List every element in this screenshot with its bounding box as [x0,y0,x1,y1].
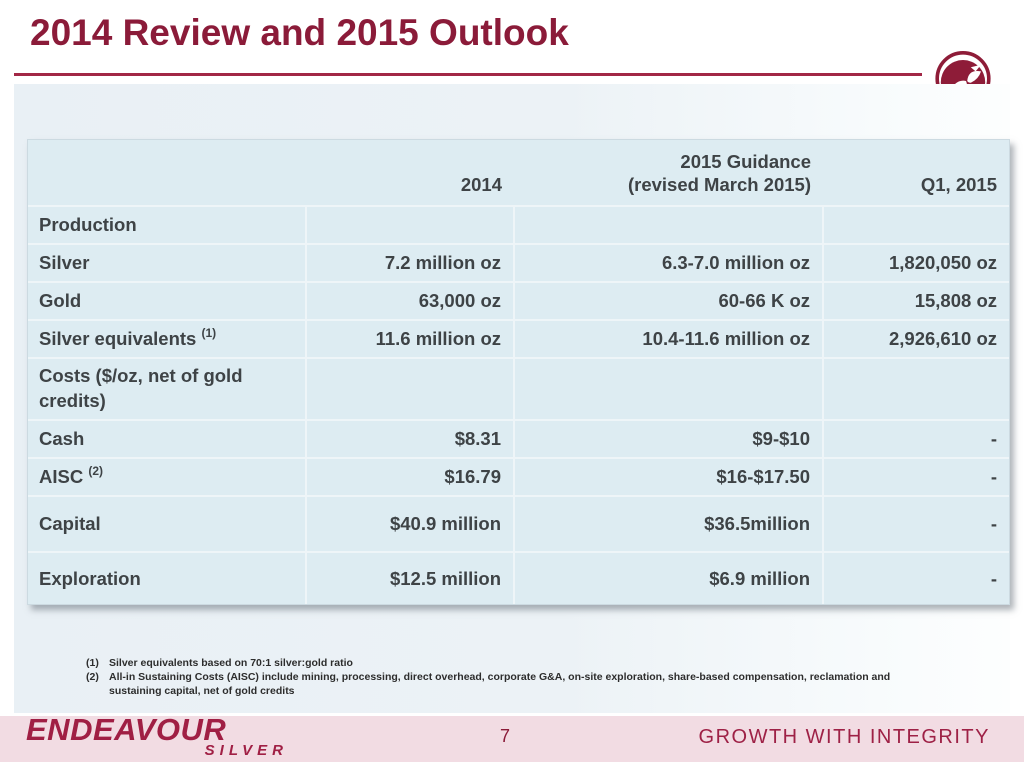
row-label-silver: Silver [28,243,307,283]
cell-silver-2014: 7.2 million oz [305,243,515,283]
footnote-2-text: All-in Sustaining Costs (AISC) include m… [109,671,891,698]
cell-costs-guidance [513,357,824,421]
outlook-table-grid: 2014 2015 Guidance (revised March 2015) … [28,140,1009,604]
table-row-costs: Costs ($/oz, net of gold credits) [28,357,1009,421]
table-row-capital: Capital $40.9 million $36.5million - [28,495,1009,553]
table-row-silver: Silver 7.2 million oz 6.3-7.0 million oz… [28,243,1009,283]
col-header-2014: 2014 [306,140,514,207]
row-label-silver-equivalents: Silver equivalents (1) [28,319,307,359]
col-header-2015-guidance-line2: (revised March 2015) [627,173,811,195]
cell-costs-q1 [822,357,1009,421]
footnotes: (1) Silver equivalents based on 70:1 sil… [86,656,911,699]
cell-gold-q1: 15,808 oz [822,281,1009,321]
cell-aisc-q1: - [822,457,1009,497]
col-header-q1-2015: Q1, 2015 [823,140,1009,207]
table-row-gold: Gold 63,000 oz 60-66 K oz 15,808 oz [28,281,1009,321]
col-header-2015-guidance: 2015 Guidance (revised March 2015) [514,140,823,207]
cell-exploration-2014: $12.5 million [305,551,515,604]
col-header-empty [28,140,306,207]
cell-silver-eq-q1: 2,926,610 oz [822,319,1009,359]
cell-cash-q1: - [822,419,1009,459]
table-row-silver-equivalents: Silver equivalents (1) 11.6 million oz 1… [28,319,1009,359]
page-title: 2014 Review and 2015 Outlook [30,12,569,53]
table-row-production: Production [28,205,1009,245]
footnote-2-number: (2) [86,671,99,684]
title-divider [14,73,922,76]
cell-cash-guidance: $9-$10 [513,419,824,459]
cell-production-guidance [513,205,824,245]
footnote-ref-1: (1) [201,326,217,341]
table-header-row: 2014 2015 Guidance (revised March 2015) … [28,140,1009,207]
aisc-text: AISC [39,466,84,488]
col-header-2015-guidance-line1: 2015 Guidance [680,150,811,172]
endeavour-silver-logo: ENDEAVOUR SILVER [26,714,292,758]
cell-silver-eq-2014: 11.6 million oz [305,319,515,359]
cell-aisc-guidance: $16-$17.50 [513,457,824,497]
footer-band [0,716,1024,762]
footnote-2: (2) All-in Sustaining Costs (AISC) inclu… [86,670,911,698]
outlook-table: 2014 2015 Guidance (revised March 2015) … [27,139,1010,605]
table-row-exploration: Exploration $12.5 million $6.9 million - [28,551,1009,604]
footnote-1: (1) Silver equivalents based on 70:1 sil… [86,656,911,670]
cell-aisc-2014: $16.79 [305,457,515,497]
cell-capital-2014: $40.9 million [305,495,515,553]
footnote-1-text: Silver equivalents based on 70:1 silver:… [109,657,353,669]
row-label-production: Production [28,205,307,245]
cell-production-q1 [822,205,1009,245]
silver-equivalents-text: Silver equivalents [39,328,197,350]
cell-exploration-guidance: $6.9 million [513,551,824,604]
cell-silver-guidance: 6.3-7.0 million oz [513,243,824,283]
cell-gold-2014: 63,000 oz [305,281,515,321]
footnote-1-number: (1) [86,657,99,669]
cell-gold-guidance: 60-66 K oz [513,281,824,321]
row-label-capital: Capital [28,495,307,553]
row-label-exploration: Exploration [28,551,307,604]
row-label-costs: Costs ($/oz, net of gold credits) [28,357,307,421]
logo-silver-text: SILVER [204,742,288,759]
cell-costs-2014 [305,357,515,421]
footnote-ref-2: (2) [88,464,104,479]
cell-capital-guidance: $36.5million [513,495,824,553]
cell-silver-q1: 1,820,050 oz [822,243,1009,283]
cell-production-2014 [305,205,515,245]
cell-cash-2014: $8.31 [305,419,515,459]
row-label-aisc: AISC (2) [28,457,307,497]
cell-silver-eq-guidance: 10.4-11.6 million oz [513,319,824,359]
row-label-cash: Cash [28,419,307,459]
growth-with-integrity-tagline: GROWTH WITH INTEGRITY [698,726,990,748]
table-row-cash: Cash $8.31 $9-$10 - [28,419,1009,459]
row-label-gold: Gold [28,281,307,321]
cell-capital-q1: - [822,495,1009,553]
logo-endeavour-text: ENDEAVOUR [26,712,227,747]
page-number: 7 [499,726,510,746]
cell-exploration-q1: - [822,551,1009,604]
table-row-aisc: AISC (2) $16.79 $16-$17.50 - [28,457,1009,497]
